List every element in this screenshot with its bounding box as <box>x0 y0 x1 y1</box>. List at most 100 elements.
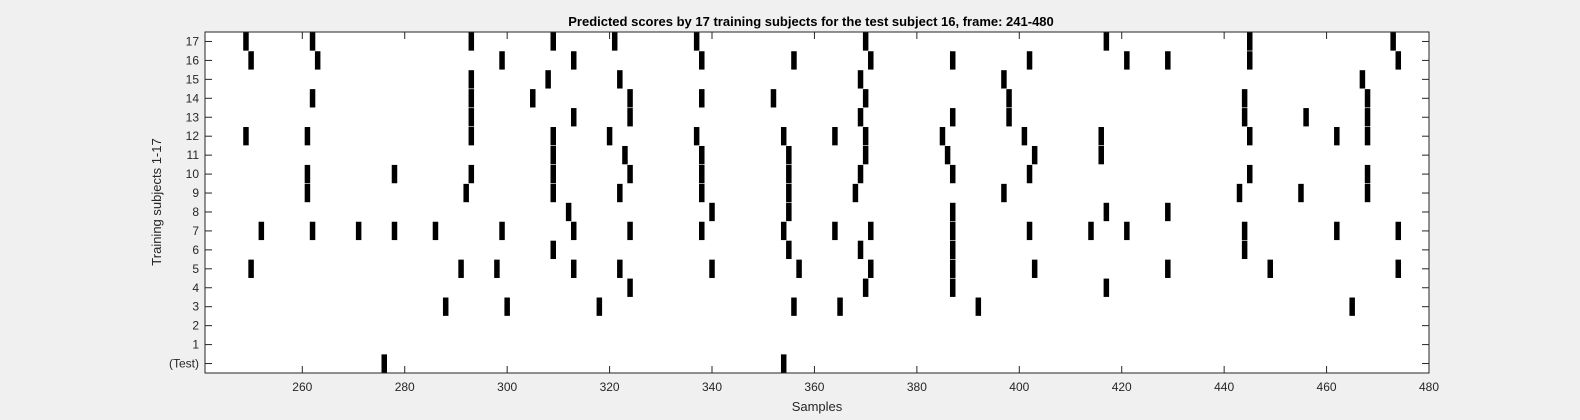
event-mark-row-7-15 <box>1124 221 1130 241</box>
event-mark-row-17-3 <box>550 32 556 51</box>
event-mark-row-16-10 <box>1165 51 1171 70</box>
event-mark-row-5-2 <box>494 259 500 278</box>
event-mark-row-13-4 <box>949 108 956 127</box>
y-axis-ticks: 17 16 15 14 13 12 11 10 9 8 7 6 5 4 3 2 1 (Test) <box>169 34 1429 371</box>
y-tick-label: 12 <box>186 129 200 143</box>
event-mark-row-12-1 <box>304 127 311 146</box>
event-mark-row-7-12 <box>949 221 956 241</box>
event-mark-row-7-18 <box>1395 221 1402 241</box>
y-tick-label: 2 <box>192 319 199 333</box>
event-mark-row-13-8 <box>1364 108 1371 127</box>
event-mark-row-10-5 <box>699 164 705 184</box>
event-mark-row-12-11 <box>1098 127 1104 146</box>
x-axis-label: Samples <box>792 399 843 414</box>
event-mark-row-12-8 <box>862 127 869 146</box>
x-tick-label: 320 <box>600 380 620 394</box>
event-mark-row-7-9 <box>780 221 787 241</box>
x-tick-label: 420 <box>1112 380 1132 394</box>
event-mark-row-7-2 <box>355 221 362 241</box>
event-mark-row-10-7 <box>857 164 864 184</box>
event-mark-row-5-11 <box>1267 259 1273 278</box>
event-mark-row-10-3 <box>550 164 556 184</box>
event-mark-row-8-2 <box>786 202 792 222</box>
event-mark-row-7-4 <box>432 221 439 241</box>
y-tick-label: 1 <box>192 338 199 352</box>
event-mark-row-12-5 <box>693 127 700 146</box>
event-mark-row-17-1 <box>309 32 316 51</box>
event-mark-row-12-12 <box>1247 127 1253 146</box>
event-mark-row-10-1 <box>391 164 398 184</box>
event-mark-row-16-0 <box>248 51 254 70</box>
y-tick-label: 17 <box>186 34 200 48</box>
event-mark-row-10-2 <box>468 164 475 184</box>
event-mark-row-7-14 <box>1088 221 1094 241</box>
event-mark-row-3-5 <box>975 297 982 316</box>
y-tick-label: 8 <box>192 205 199 219</box>
event-mark-row-13-7 <box>1303 108 1309 127</box>
event-mark-row-10-11 <box>1364 164 1371 184</box>
event-mark-row-12-6 <box>780 127 787 146</box>
event-mark-row-15-1 <box>545 70 551 89</box>
chart-title: Predicted scores by 17 training subjects… <box>568 14 1054 29</box>
x-tick-label: 440 <box>1214 380 1234 394</box>
event-mark-row-4-1 <box>862 278 869 297</box>
x-tick-label: 340 <box>702 380 722 394</box>
event-mark-row-12-13 <box>1334 127 1340 146</box>
event-mark-row-10-8 <box>949 164 956 184</box>
event-mark-row-6-0 <box>550 240 556 260</box>
y-tick-label: 11 <box>187 148 200 162</box>
event-mark-row-12-9 <box>939 127 946 146</box>
event-mark-row-11-0 <box>550 145 556 165</box>
y-tick-label: 9 <box>192 186 199 200</box>
event-mark-row-9-3 <box>617 183 623 203</box>
event-mark-row-15-5 <box>1359 70 1366 89</box>
event-mark-row-12-10 <box>1021 127 1028 146</box>
event-mark-row-7-17 <box>1334 221 1340 241</box>
event-mark-row-16-4 <box>699 51 705 70</box>
x-tick-label: 400 <box>1009 380 1029 394</box>
event-mark-row-10-6 <box>786 164 792 184</box>
event-mark-row-13-6 <box>1241 108 1248 127</box>
x-tick-label: 480 <box>1419 380 1439 394</box>
y-tick-label: 5 <box>192 262 199 276</box>
plot-area <box>205 32 1429 373</box>
event-mark-row-16-8 <box>1026 51 1033 70</box>
y-tick-label: 14 <box>186 91 200 105</box>
event-mark-row-7-0 <box>258 221 265 241</box>
event-mark-row-13-0 <box>468 108 475 127</box>
event-mark-row-9-10 <box>1364 183 1371 203</box>
event-mark-row-14-3 <box>627 89 633 108</box>
event-mark-row-10-0 <box>304 164 311 184</box>
event-mark-row-3-3 <box>791 297 797 316</box>
event-mark-row-8-5 <box>1165 202 1171 222</box>
event-mark-row-14-4 <box>699 89 705 108</box>
event-mark-row-3-1 <box>504 297 510 316</box>
event-mark-row-8-0 <box>565 202 572 222</box>
event-mark-row-16-2 <box>499 51 505 70</box>
event-mark-row-8-4 <box>1103 202 1110 222</box>
event-mark-row-15-0 <box>468 70 475 89</box>
event-mark-row-14-1 <box>468 89 475 108</box>
event-mark-row-12-3 <box>550 127 556 146</box>
event-mark-row-7-11 <box>868 221 874 241</box>
event-mark-row-5-1 <box>458 259 464 278</box>
event-mark-row-16-6 <box>868 51 874 70</box>
event-mark-row-6-2 <box>857 240 864 260</box>
event-mark-row-14-9 <box>1364 89 1371 108</box>
event-mark-row-5-12 <box>1395 259 1402 278</box>
event-mark-row-7-8 <box>699 221 705 241</box>
event-mark-row-14-2 <box>530 89 536 108</box>
y-tick-label: 3 <box>192 300 199 314</box>
event-mark-row-5-8 <box>949 259 956 278</box>
event-mark-row-4-2 <box>949 278 956 297</box>
y-tick-label: 7 <box>192 224 199 238</box>
event-mark-row-16-5 <box>791 51 797 70</box>
event-mark-row-12-4 <box>606 127 613 146</box>
event-mark-row-17-5 <box>693 32 700 51</box>
event-mark-row-7-1 <box>309 221 316 241</box>
event-mark-row-test-1 <box>780 354 787 373</box>
event-mark-row-16-1 <box>314 51 321 70</box>
x-tick-label: 360 <box>804 380 824 394</box>
event-mark-row-9-5 <box>786 183 792 203</box>
